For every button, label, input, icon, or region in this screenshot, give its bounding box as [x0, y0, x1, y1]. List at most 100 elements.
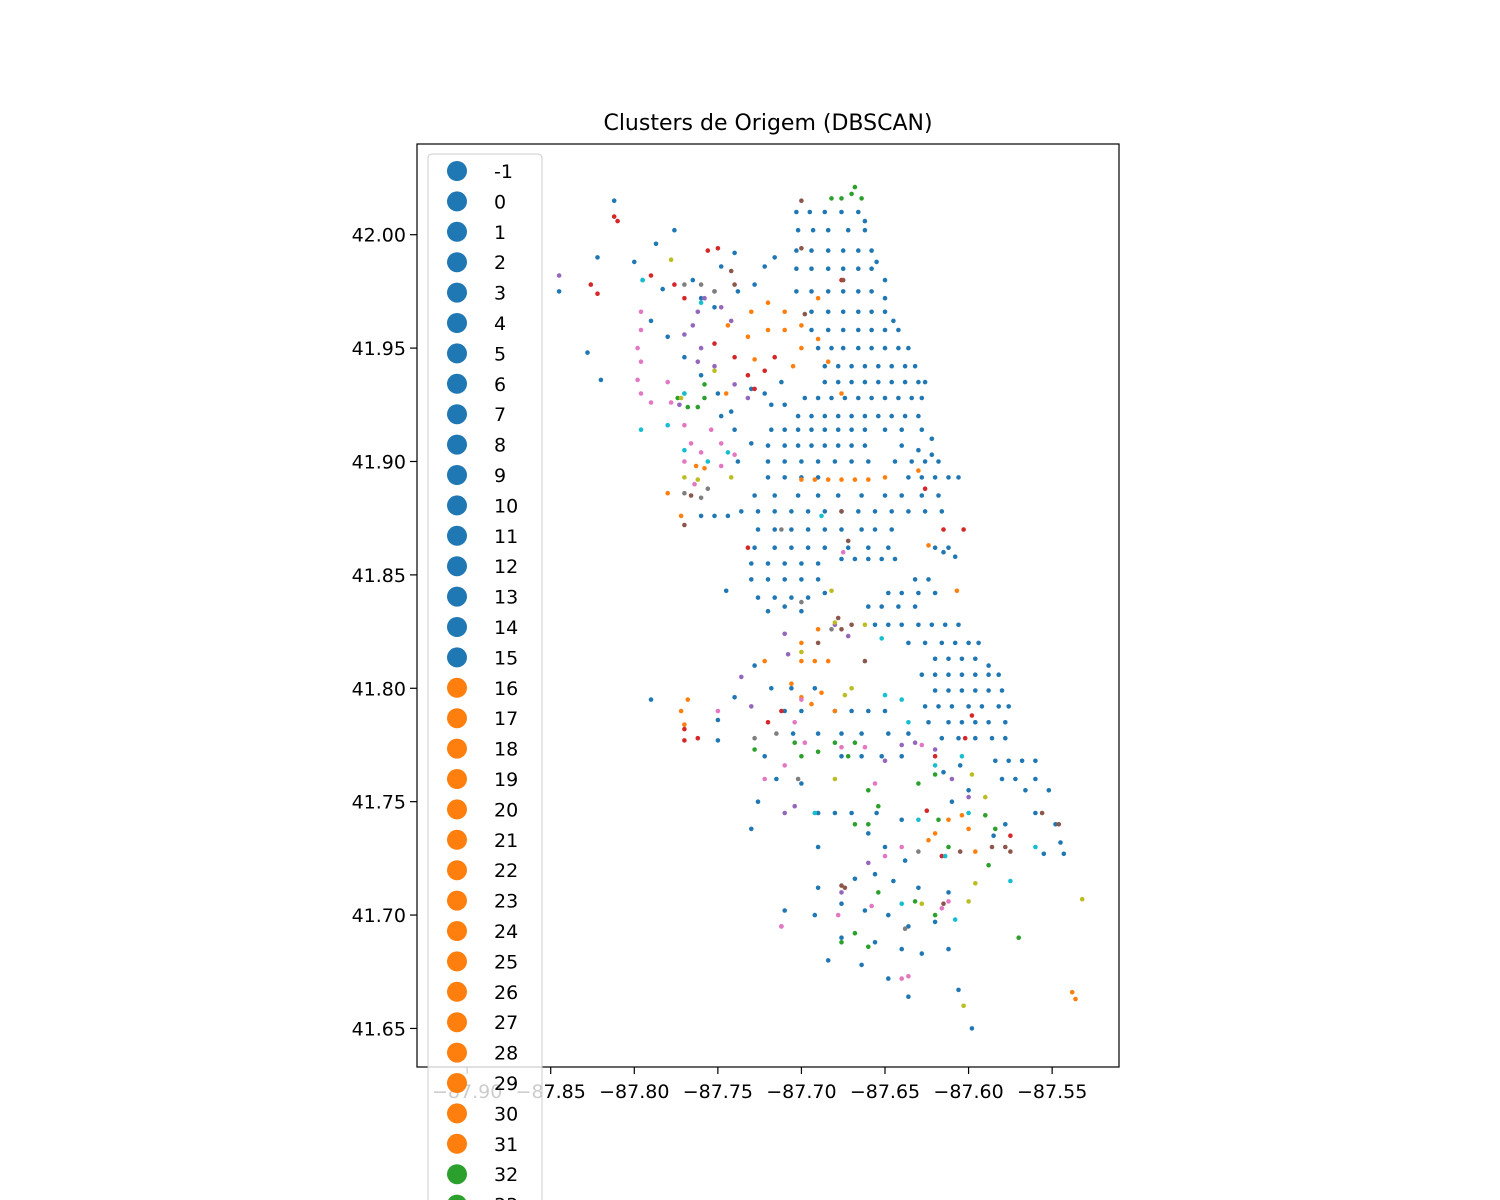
cluster-point — [839, 627, 844, 632]
cluster-point — [849, 622, 854, 628]
cluster-point — [882, 758, 888, 764]
legend-label: 0 — [494, 191, 506, 213]
cluster-point — [906, 345, 911, 351]
legend-marker — [447, 313, 467, 333]
cluster-point — [795, 413, 801, 419]
legend-label: 17 — [494, 708, 518, 730]
cluster-point — [762, 264, 767, 269]
cluster-point — [866, 477, 871, 482]
cluster-point — [665, 334, 670, 340]
cluster-point — [675, 395, 680, 401]
cluster-point — [916, 885, 921, 891]
cluster-point — [795, 427, 801, 433]
cluster-point — [966, 826, 971, 832]
cluster-point — [845, 227, 851, 233]
cluster-point — [799, 781, 804, 786]
cluster-point — [1053, 822, 1058, 827]
legend-label: 1 — [494, 222, 506, 244]
legend-marker — [447, 769, 467, 789]
legend-marker — [447, 617, 467, 637]
cluster-point — [799, 246, 804, 251]
cluster-point — [986, 862, 991, 868]
cluster-point — [869, 248, 874, 253]
cluster-point — [648, 400, 654, 405]
cluster-point — [946, 475, 951, 480]
cluster-point — [815, 640, 821, 646]
cluster-point — [792, 720, 797, 725]
cluster-point — [852, 876, 858, 882]
cluster-point — [638, 309, 644, 315]
cluster-point — [932, 672, 938, 677]
cluster-point — [986, 688, 991, 693]
legend-marker — [447, 525, 467, 546]
legend-marker — [447, 1164, 467, 1185]
cluster-point — [952, 917, 958, 922]
cluster-point — [839, 731, 844, 736]
cluster-point — [698, 495, 704, 501]
cluster-point — [879, 604, 884, 609]
cluster-point — [966, 788, 971, 793]
cluster-point — [825, 227, 831, 233]
cluster-point — [712, 305, 717, 310]
cluster-point — [1033, 844, 1038, 850]
cluster-point — [772, 509, 777, 514]
cluster-point — [799, 198, 804, 203]
legend-marker — [447, 495, 467, 516]
cluster-point — [899, 901, 904, 906]
cluster-point — [829, 345, 834, 351]
cluster-point — [799, 561, 804, 566]
cluster-point — [653, 241, 659, 247]
cluster-point — [815, 810, 821, 816]
cluster-point — [556, 289, 562, 294]
cluster-point — [946, 688, 951, 693]
cluster-point — [922, 459, 928, 464]
cluster-point — [799, 577, 804, 582]
cluster-point — [805, 545, 811, 550]
cluster-point — [941, 549, 946, 555]
cluster-point — [891, 878, 896, 884]
cluster-point — [912, 740, 918, 745]
legend-marker — [447, 373, 467, 394]
cluster-point — [909, 459, 914, 464]
cluster-point — [976, 640, 981, 646]
cluster-point — [749, 704, 754, 709]
cluster-point — [809, 248, 814, 253]
cluster-point — [690, 323, 696, 328]
cluster-point — [939, 640, 945, 646]
cluster-point — [732, 452, 737, 458]
y-tick-label: 41.95 — [352, 338, 406, 360]
cluster-point — [839, 391, 844, 396]
cluster-point — [772, 493, 777, 498]
cluster-point — [983, 794, 988, 800]
cluster-point — [989, 735, 995, 741]
cluster-point — [849, 427, 854, 433]
cluster-point — [774, 776, 779, 782]
cluster-point — [799, 754, 804, 759]
cluster-point — [1039, 810, 1045, 816]
cluster-point — [932, 919, 938, 925]
cluster-point — [799, 649, 804, 655]
cluster-point — [906, 475, 911, 480]
cluster-point — [805, 595, 811, 600]
legend-marker — [447, 890, 467, 911]
cluster-point — [840, 266, 846, 272]
cluster-point — [832, 459, 838, 464]
cluster-point — [957, 763, 963, 768]
cluster-point — [815, 295, 821, 301]
cluster-point — [1003, 822, 1008, 827]
legend-label: 19 — [494, 769, 518, 791]
cluster-point — [660, 286, 665, 292]
cluster-point — [942, 853, 948, 859]
cluster-point — [966, 640, 971, 646]
cluster-point — [718, 413, 724, 419]
cluster-point — [949, 799, 955, 804]
cluster-point — [752, 545, 757, 550]
cluster-point — [840, 549, 846, 555]
cluster-point — [922, 379, 928, 385]
cluster-point — [695, 477, 701, 482]
cluster-point — [682, 490, 687, 496]
cluster-point — [869, 395, 874, 401]
cluster-point — [1003, 844, 1008, 850]
cluster-point — [672, 282, 677, 287]
cluster-point — [749, 577, 754, 582]
